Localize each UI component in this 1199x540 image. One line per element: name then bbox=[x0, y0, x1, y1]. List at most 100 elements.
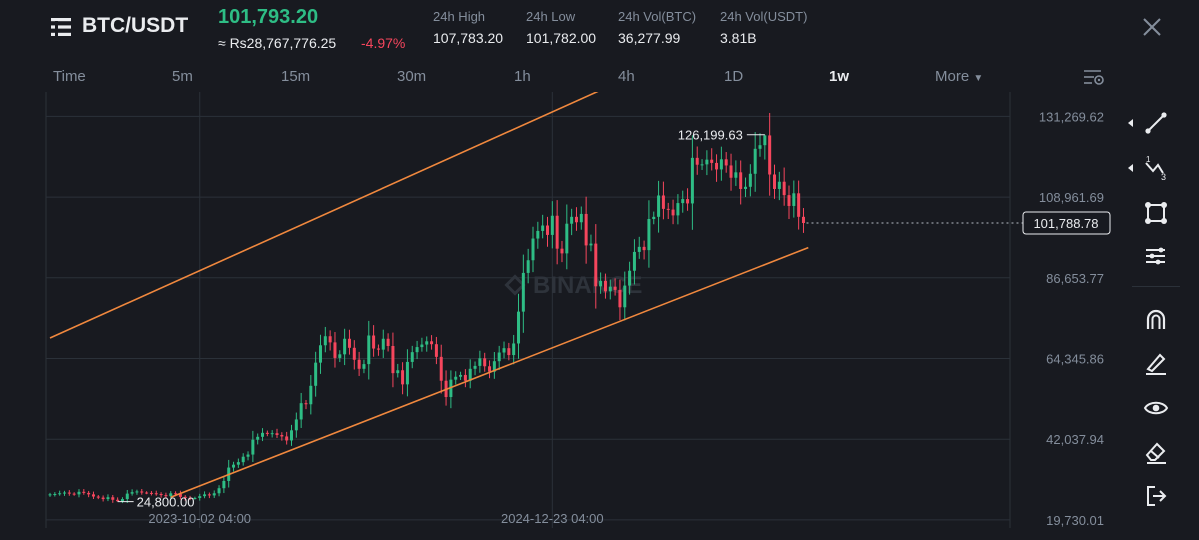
close-icon[interactable] bbox=[1141, 16, 1163, 38]
candle-body bbox=[396, 370, 400, 374]
channel-upper-line[interactable] bbox=[49, 92, 601, 339]
tab-1w[interactable]: 1w bbox=[829, 68, 850, 85]
rectangle-icon bbox=[1145, 202, 1167, 224]
candle-body bbox=[773, 174, 776, 189]
visibility-tool[interactable] bbox=[1126, 390, 1186, 426]
tab-more-label: More bbox=[935, 68, 970, 85]
pencil-tool[interactable] bbox=[1126, 345, 1186, 381]
menu-icon[interactable] bbox=[50, 16, 72, 38]
candle-body bbox=[439, 356, 443, 381]
candle-body bbox=[178, 493, 182, 497]
candle-body bbox=[96, 496, 100, 498]
candle-body bbox=[290, 430, 293, 441]
candle-body bbox=[478, 358, 482, 366]
candle-body bbox=[526, 260, 530, 273]
stat-24h-low-label: 24h Low bbox=[526, 9, 576, 24]
candle-body bbox=[744, 186, 748, 189]
candle-body bbox=[149, 492, 153, 494]
candle-body bbox=[116, 499, 120, 502]
tab-5m[interactable]: 5m bbox=[172, 68, 193, 85]
candle-body bbox=[488, 366, 492, 372]
candle-body bbox=[62, 492, 66, 494]
candle-body bbox=[729, 165, 733, 178]
candle-body bbox=[430, 341, 434, 345]
candle-body bbox=[565, 223, 569, 254]
candle-body bbox=[763, 135, 767, 146]
candle-body bbox=[758, 145, 762, 149]
last-price-badge bbox=[1022, 211, 1111, 235]
stat-24h-high-label: 24h High bbox=[433, 9, 486, 24]
chart-settings-icon[interactable] bbox=[1083, 68, 1105, 86]
pencil-icon bbox=[1146, 353, 1166, 375]
magnet-tool[interactable] bbox=[1126, 302, 1186, 338]
candle-body bbox=[492, 361, 496, 372]
candle-body bbox=[328, 336, 332, 343]
high-price-label: 126,199.63 bbox=[678, 128, 743, 143]
trend-line-tool[interactable] bbox=[1126, 105, 1186, 141]
candle-body bbox=[275, 433, 279, 436]
price-chart[interactable]: BINANCE 126,199.63 24,800.00 131,269.62 10… bbox=[0, 92, 1120, 532]
tab-4h[interactable]: 4h bbox=[618, 68, 635, 85]
candle-body bbox=[463, 374, 467, 381]
candle-body bbox=[415, 347, 419, 353]
candle-body bbox=[405, 361, 409, 385]
alignment-tool[interactable] bbox=[1126, 238, 1186, 274]
candle-body bbox=[748, 173, 752, 187]
tab-1h[interactable]: 1h bbox=[514, 68, 531, 85]
candle-body bbox=[507, 348, 511, 356]
candle-body bbox=[454, 376, 458, 380]
candle-body bbox=[671, 209, 675, 216]
candle-body bbox=[111, 497, 115, 500]
tab-30m[interactable]: 30m bbox=[397, 68, 427, 85]
candle-body bbox=[676, 203, 680, 216]
candle-body bbox=[666, 208, 670, 210]
candle-body bbox=[270, 433, 274, 435]
last-price: 101,793.20 bbox=[218, 6, 319, 28]
candle-body bbox=[700, 164, 704, 166]
candle-body bbox=[217, 488, 221, 494]
candle-body bbox=[198, 496, 202, 498]
exit-tool[interactable] bbox=[1126, 478, 1186, 514]
rectangle-tool[interactable] bbox=[1126, 195, 1186, 231]
candle-body bbox=[420, 344, 424, 348]
candle-body bbox=[251, 439, 255, 455]
candle-body bbox=[343, 338, 347, 355]
expand-caret-icon bbox=[1128, 119, 1133, 127]
candle-body bbox=[724, 159, 728, 166]
tab-more[interactable]: More ▼ bbox=[935, 68, 983, 85]
candle-body bbox=[637, 246, 641, 252]
candle-body bbox=[632, 251, 636, 271]
stat-24h-vol-usdt-label: 24h Vol(USDT) bbox=[720, 9, 808, 24]
tab-15m[interactable]: 15m bbox=[281, 68, 311, 85]
channel-lines[interactable] bbox=[49, 92, 809, 498]
candle-body bbox=[401, 370, 405, 385]
candle-body bbox=[584, 213, 588, 246]
candle-body bbox=[130, 492, 134, 494]
stat-24h-vol-usdt-value: 3.81B bbox=[720, 30, 757, 46]
candle-body bbox=[58, 493, 62, 495]
stat-24h-high-value: 107,783.20 bbox=[433, 30, 504, 46]
tab-time[interactable]: Time bbox=[53, 68, 86, 85]
candle-body bbox=[391, 346, 395, 374]
fib-tool[interactable]: 3 1 bbox=[1126, 150, 1186, 186]
eraser-tool[interactable] bbox=[1126, 434, 1186, 470]
pair-title[interactable]: BTC/USDT bbox=[82, 14, 189, 37]
candle-body bbox=[410, 352, 414, 362]
y-tick-label: 42,037.94 bbox=[1046, 432, 1104, 447]
channel-lower-line[interactable] bbox=[170, 246, 809, 498]
candle-body bbox=[362, 364, 366, 369]
candle-body bbox=[318, 345, 322, 363]
candle-body bbox=[797, 193, 801, 217]
candle-body bbox=[183, 496, 187, 498]
candle-body bbox=[203, 494, 207, 497]
candle-body bbox=[599, 280, 603, 287]
candle-body bbox=[425, 341, 429, 345]
tab-1d[interactable]: 1D bbox=[724, 68, 744, 85]
candle-body bbox=[381, 338, 385, 350]
candle-body bbox=[555, 215, 559, 249]
x-tick-label: 2023-10-02 04:00 bbox=[148, 511, 251, 526]
candle-body bbox=[468, 368, 472, 381]
drawing-toolbar: 3 1 bbox=[1126, 100, 1186, 520]
candle-body bbox=[265, 432, 269, 434]
candle-body bbox=[222, 480, 226, 489]
